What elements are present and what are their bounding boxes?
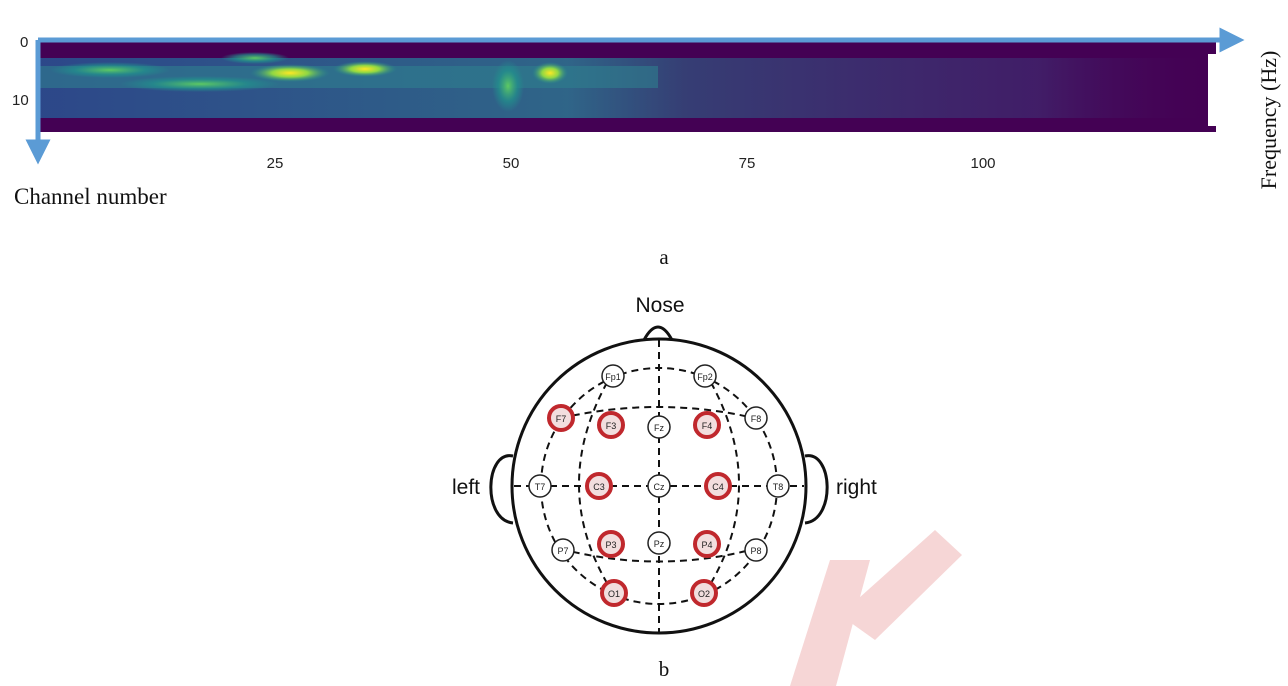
svg-text:C4: C4 bbox=[712, 482, 724, 492]
svg-text:Fp1: Fp1 bbox=[605, 372, 621, 382]
head-outline bbox=[510, 337, 808, 635]
svg-text:F3: F3 bbox=[606, 421, 617, 431]
y-tick-label: 0 bbox=[20, 34, 28, 51]
electrode-fz: Fz bbox=[647, 415, 671, 439]
nose-shape bbox=[642, 325, 674, 341]
heatmap-hotspot bbox=[250, 64, 330, 82]
x-tick-label: 100 bbox=[970, 155, 995, 172]
x-tick-label: 25 bbox=[267, 155, 284, 172]
svg-text:T8: T8 bbox=[773, 482, 784, 492]
heatmap-warm bbox=[221, 52, 289, 64]
svg-text:P4: P4 bbox=[701, 540, 712, 550]
electrode-p7: P7 bbox=[551, 538, 575, 562]
x-tick-label: 75 bbox=[739, 155, 756, 172]
electrode-fp2: Fp2 bbox=[693, 364, 717, 388]
svg-text:F7: F7 bbox=[556, 414, 567, 424]
heatmap-hotspot bbox=[333, 61, 397, 77]
svg-text:T7: T7 bbox=[535, 482, 546, 492]
caption-a: a bbox=[659, 245, 669, 269]
svg-text:Fz: Fz bbox=[654, 423, 664, 433]
electrode-c4: C4 bbox=[704, 472, 732, 500]
svg-text:P8: P8 bbox=[750, 546, 761, 556]
svg-text:F8: F8 bbox=[751, 414, 762, 424]
electrode-map-panel: Nose Fp1 Fp2 F7 F3 bbox=[452, 294, 962, 686]
electrode-o1: O1 bbox=[600, 579, 628, 607]
electrode-fp1: Fp1 bbox=[601, 364, 625, 388]
heatmap-warm bbox=[50, 62, 170, 78]
svg-text:Pz: Pz bbox=[654, 539, 665, 549]
electrode-p8: P8 bbox=[744, 538, 768, 562]
svg-text:F4: F4 bbox=[702, 421, 713, 431]
electrode-f4: F4 bbox=[693, 411, 721, 439]
svg-text:Cz: Cz bbox=[654, 482, 665, 492]
heatmap-warm bbox=[120, 76, 280, 92]
electrode-o2: O2 bbox=[690, 579, 718, 607]
electrode-f3: F3 bbox=[597, 411, 625, 439]
x-axis-label: Channel number bbox=[14, 184, 167, 209]
electrode-f8: F8 bbox=[744, 406, 768, 430]
caption-b: b bbox=[659, 657, 670, 681]
right-ear bbox=[804, 454, 829, 525]
electrode-p4: P4 bbox=[693, 530, 721, 558]
watermark-logo bbox=[790, 530, 962, 686]
nose-label: Nose bbox=[635, 294, 684, 317]
left-label: left bbox=[452, 476, 480, 499]
electrode-t8: T8 bbox=[766, 474, 790, 498]
svg-text:P7: P7 bbox=[557, 546, 568, 556]
svg-text:P3: P3 bbox=[605, 540, 616, 550]
heatmap-warm bbox=[492, 60, 524, 112]
y-tick-label: 10 bbox=[12, 92, 29, 109]
electrode-t7: T7 bbox=[528, 474, 552, 498]
x-tick-label: 50 bbox=[503, 155, 520, 172]
left-ear bbox=[489, 454, 514, 525]
svg-text:O2: O2 bbox=[698, 589, 710, 599]
electrode-cz: Cz bbox=[647, 474, 671, 498]
electrode-f7: F7 bbox=[547, 404, 575, 432]
heatmap-panel: 0 10 25 50 75 100 Channel number Frequen… bbox=[12, 27, 1281, 269]
svg-text:Fp2: Fp2 bbox=[697, 372, 713, 382]
heatmap-edge bbox=[1208, 54, 1216, 126]
svg-text:C3: C3 bbox=[593, 482, 605, 492]
electrode-pz: Pz bbox=[647, 531, 671, 555]
electrode-c3: C3 bbox=[585, 472, 613, 500]
right-label: right bbox=[836, 476, 877, 499]
svg-text:O1: O1 bbox=[608, 589, 620, 599]
electrode-p3: P3 bbox=[597, 530, 625, 558]
y-axis-label: Frequency (Hz) bbox=[1256, 51, 1281, 190]
heatmap-hotspot bbox=[532, 62, 568, 84]
